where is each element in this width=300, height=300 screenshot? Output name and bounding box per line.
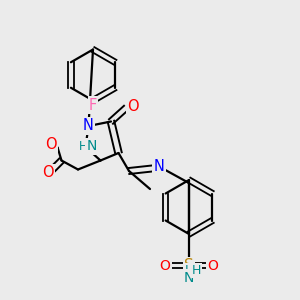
- Text: O: O: [208, 259, 218, 272]
- Text: O: O: [42, 165, 53, 180]
- Text: N: N: [86, 140, 97, 153]
- Text: N: N: [184, 271, 194, 284]
- Text: N: N: [83, 118, 94, 134]
- Text: F: F: [89, 98, 97, 112]
- Text: S: S: [184, 258, 194, 273]
- Text: O: O: [45, 137, 57, 152]
- Text: H: H: [192, 263, 201, 277]
- Text: O: O: [127, 99, 138, 114]
- Text: N: N: [154, 159, 164, 174]
- Text: H: H: [184, 263, 194, 277]
- Text: O: O: [160, 259, 170, 272]
- Text: H: H: [79, 140, 88, 153]
